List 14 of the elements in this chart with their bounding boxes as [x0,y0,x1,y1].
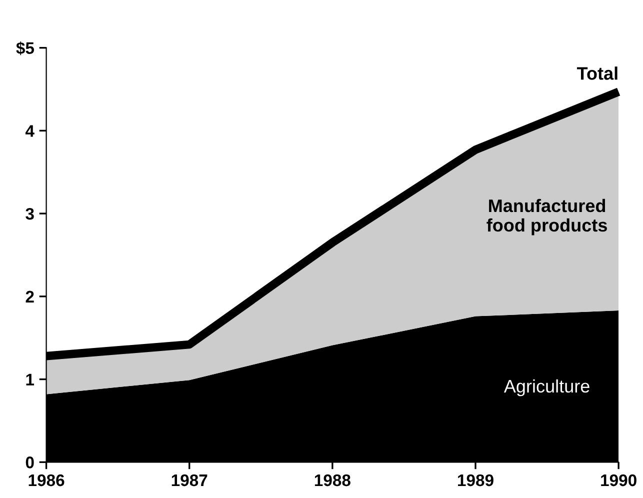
series-label: Agriculture [504,379,590,396]
y-tick-label: 1 [26,374,34,386]
y-tick-label: $5 [16,41,34,56]
x-tick-label: 1990 [601,474,636,486]
series-label: Manufactured food products [486,198,607,236]
x-tick-label: 1986 [28,474,64,486]
x-tick-label: 1989 [458,474,494,486]
y-tick-label: 3 [26,208,34,220]
y-tick-label: 0 [26,456,34,468]
y-tick-label: 4 [25,125,34,137]
annotation: Total [576,66,618,80]
x-tick-label: 1987 [172,474,208,486]
x-tick-label: 1988 [314,474,350,486]
y-tick-label: 2 [26,290,34,302]
